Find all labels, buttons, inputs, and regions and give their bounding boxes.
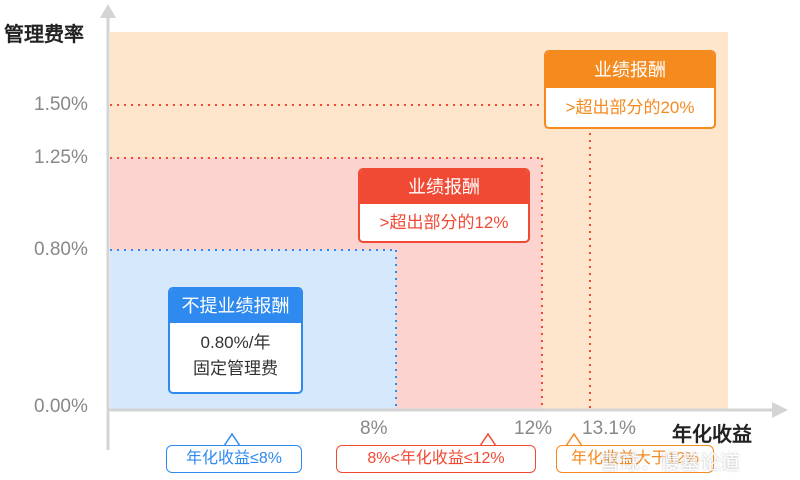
red-card: 业绩报酬 >超出部分的12% [358,168,530,243]
orange-range-label: 年化收益大于12% [556,445,714,473]
orange-card-line1: >超出部分的20% [565,98,695,117]
x-tick-8: 8% [360,418,388,439]
blue-card-title: 不提业绩报酬 [170,289,301,323]
orange-card: 业绩报酬 >超出部分的20% [544,50,716,129]
x-axis-arrow-icon [772,402,788,418]
x-tick-131: 13.1% [582,418,636,439]
red-range-label: 8%<年化收益≤12% [336,445,536,473]
y-axis-arrow-icon [100,4,116,18]
blue-card-line1: 0.80%/年 [200,333,271,352]
y-tick-080: 0.80% [34,239,88,260]
x-axis-title: 年化收益 [672,424,752,446]
blue-card-line2: 固定管理费 [193,359,278,378]
red-card-line1: >超出部分的12% [379,213,509,232]
x-tick-12: 12% [514,418,553,439]
blue-card: 不提业绩报酬 0.80%/年 固定管理费 [168,287,303,394]
y-tick-150: 1.50% [34,94,88,115]
watermark: 雪球：慢基论道 [600,452,740,474]
y-tick-125: 1.25% [34,147,88,168]
blue-range-label: 年化收益≤8% [166,445,302,473]
y-tick-000: 0.00% [34,396,88,417]
orange-card-title: 业绩报酬 [546,52,714,88]
red-card-title: 业绩报酬 [360,170,528,204]
y-axis-title: 管理费率 [4,24,84,46]
